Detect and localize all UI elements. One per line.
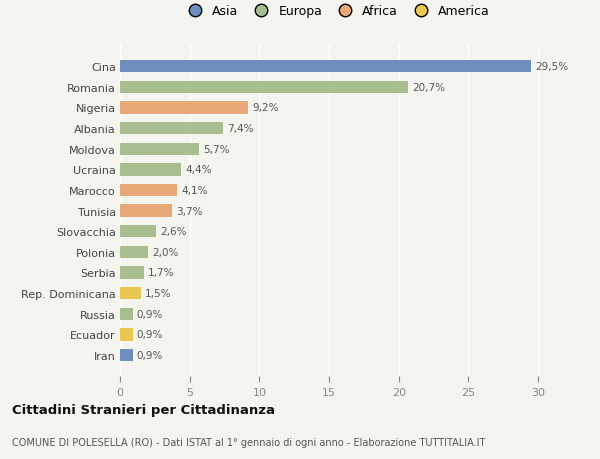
Text: 5,7%: 5,7%	[203, 145, 230, 154]
Bar	[120, 185, 177, 197]
Text: 7,4%: 7,4%	[227, 124, 254, 134]
Bar	[120, 102, 248, 114]
Text: 9,2%: 9,2%	[253, 103, 279, 113]
Bar	[120, 349, 133, 361]
Text: 4,1%: 4,1%	[181, 185, 208, 196]
Text: 1,7%: 1,7%	[148, 268, 175, 278]
Legend: Asia, Europa, Africa, America: Asia, Europa, Africa, America	[179, 3, 493, 21]
Bar	[120, 267, 143, 279]
Text: 29,5%: 29,5%	[535, 62, 568, 72]
Bar	[120, 225, 156, 238]
Bar	[120, 61, 531, 73]
Text: 2,0%: 2,0%	[152, 247, 178, 257]
Bar	[120, 143, 199, 156]
Text: Cittadini Stranieri per Cittadinanza: Cittadini Stranieri per Cittadinanza	[12, 403, 275, 416]
Bar	[120, 329, 133, 341]
Text: 4,4%: 4,4%	[185, 165, 212, 175]
Text: 0,9%: 0,9%	[137, 330, 163, 340]
Bar	[120, 123, 223, 135]
Text: 0,9%: 0,9%	[137, 309, 163, 319]
Text: 3,7%: 3,7%	[176, 206, 202, 216]
Text: 0,9%: 0,9%	[137, 350, 163, 360]
Bar	[120, 82, 409, 94]
Text: 20,7%: 20,7%	[413, 83, 446, 93]
Bar	[120, 287, 141, 300]
Text: COMUNE DI POLESELLA (RO) - Dati ISTAT al 1° gennaio di ogni anno - Elaborazione : COMUNE DI POLESELLA (RO) - Dati ISTAT al…	[12, 437, 485, 447]
Text: 2,6%: 2,6%	[160, 227, 187, 237]
Bar	[120, 308, 133, 320]
Text: 1,5%: 1,5%	[145, 288, 172, 298]
Bar	[120, 205, 172, 217]
Bar	[120, 164, 181, 176]
Bar	[120, 246, 148, 258]
